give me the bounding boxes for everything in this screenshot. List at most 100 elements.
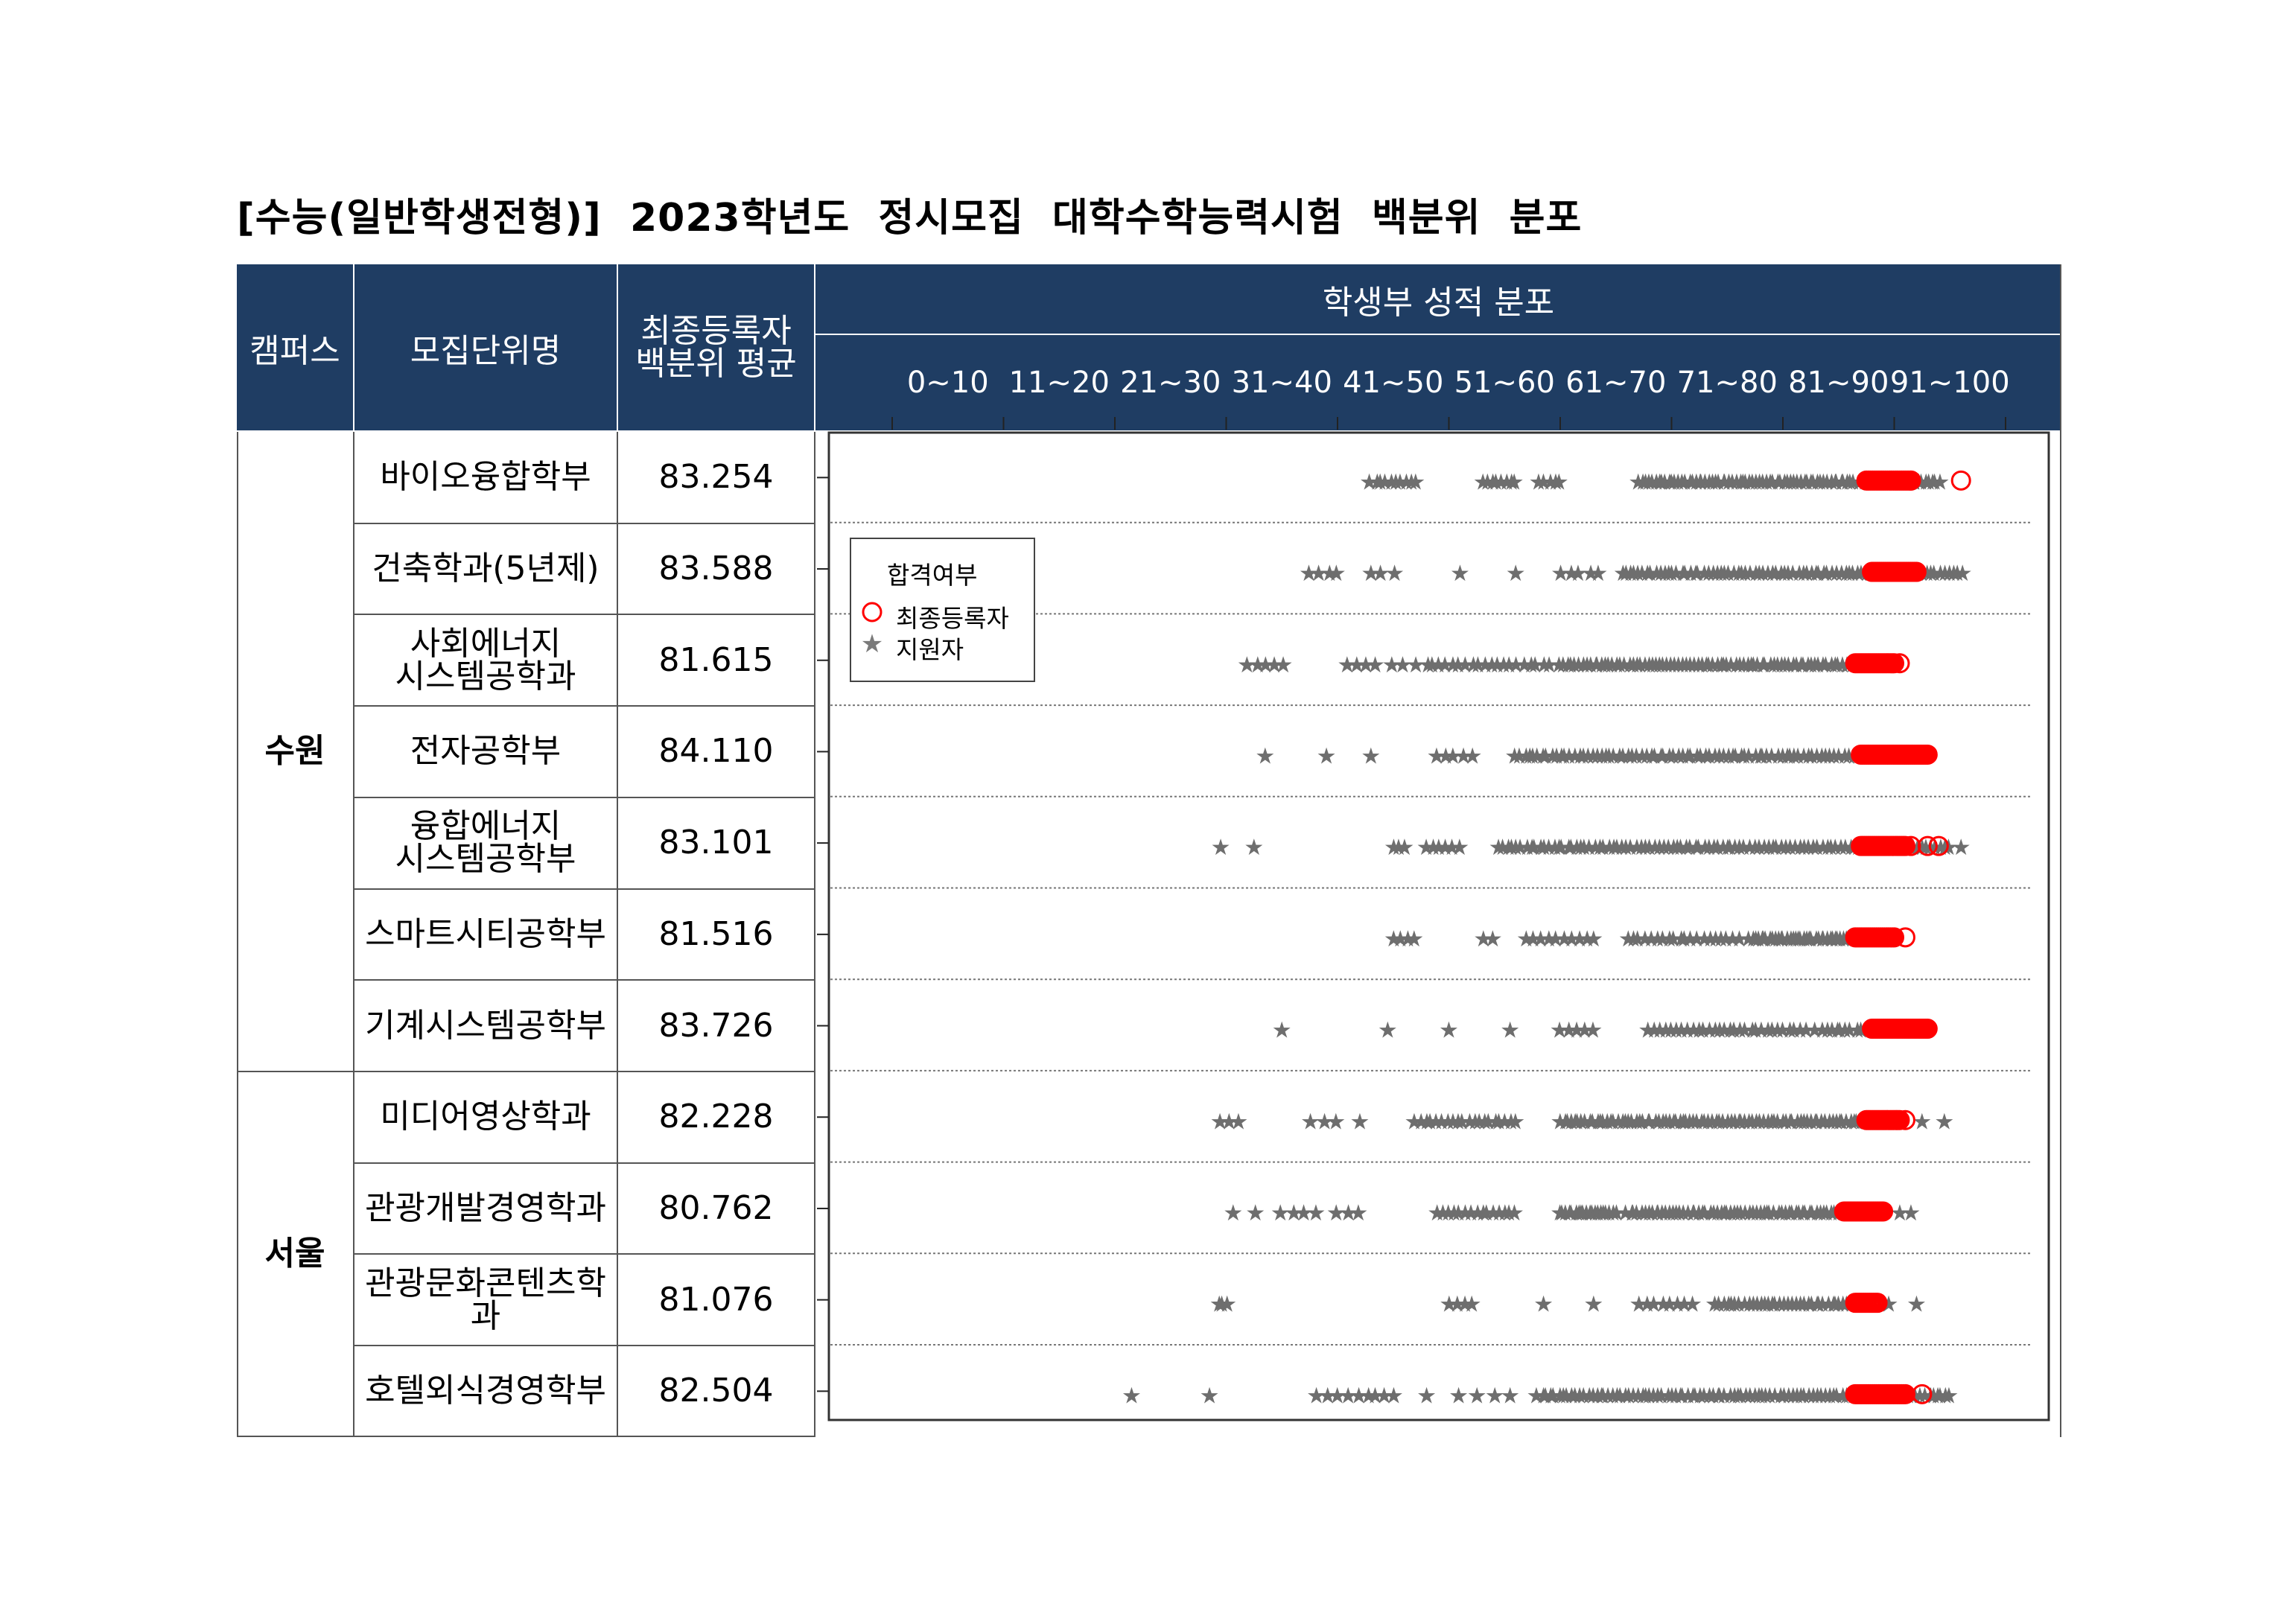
applicant-marker: ★ [1939,561,1959,587]
applicant-marker: ★ [1478,469,1498,495]
applicant-marker: ★ [1448,1383,1469,1409]
legend: 합격여부 최종등록자 ★ 지원자 [850,538,1035,682]
applicant-marker: ★ [1806,561,1826,587]
applicant-marker: ★ [1588,561,1608,587]
applicant-marker: ★ [1901,1200,1921,1226]
applicant-marker: ★ [1272,1018,1292,1044]
applicant-marker: ★ [1621,561,1641,587]
applicant-marker: ★ [1666,561,1686,587]
applicant-marker: ★ [1514,652,1534,678]
applicant-marker: ★ [1583,1292,1603,1318]
applicant-marker: ★ [1396,469,1416,495]
applicant-marker: ★ [1752,469,1772,495]
applicant-marker: ★ [1777,469,1797,495]
range-label: 21~30 [1120,366,1221,400]
applicant-marker: ★ [1655,469,1675,495]
applicant-marker: ★ [1646,652,1666,678]
applicant-marker: ★ [1672,469,1692,495]
applicant-marker: ★ [1482,652,1502,678]
applicant-marker: ★ [1609,652,1629,678]
applicant-marker: ★ [1822,561,1842,587]
range-label: 0~10 [906,366,989,400]
grid-line [354,1162,815,1164]
avg-header: 최종등록자 백분위 평균 [618,264,814,430]
applicant-marker: ★ [1769,469,1790,495]
applicant-marker: ★ [1630,652,1650,678]
applicant-marker: ★ [1924,561,1944,587]
grid-line [237,1435,815,1437]
applicant-marker: ★ [1661,652,1681,678]
applicant-marker: ★ [1499,652,1519,678]
unit-name-line: 관광개발경영학과 [365,1188,606,1227]
applicant-marker: ★ [1675,561,1695,587]
applicant-marker: ★ [1256,652,1276,678]
applicant-marker: ★ [1660,469,1680,495]
applicant-marker: ★ [1534,652,1554,678]
avg-cell: 82.504 [658,1372,774,1410]
applicant-marker: ★ [1558,652,1578,678]
applicant-marker: ★ [1953,561,1973,587]
applicant-marker: ★ [1491,469,1511,495]
registrant-legend-icon [862,602,883,622]
applicant-marker: ★ [1688,561,1708,587]
applicant-marker: ★ [1245,1200,1265,1226]
avg-cell: 82.228 [658,1098,774,1136]
applicant-marker: ★ [1487,652,1507,678]
applicant-marker: ★ [1587,652,1607,678]
applicant-marker: ★ [1768,469,1788,495]
applicant-marker: ★ [1614,652,1634,678]
applicant-marker: ★ [1653,652,1673,678]
applicant-marker: ★ [1731,561,1752,587]
applicant-marker: ★ [1791,469,1811,495]
applicant-marker: ★ [1714,561,1734,587]
avg-header-line1: 최종등록자 [640,311,792,350]
applicant-marker: ★ [1627,652,1647,678]
applicant-marker: ★ [1924,469,1944,495]
applicant-marker: ★ [1724,561,1744,587]
applicant-marker: ★ [1591,652,1612,678]
applicant-marker: ★ [1803,469,1823,495]
avg-header-line2: 백분위 평균 [635,344,797,383]
applicant-marker: ★ [1825,469,1845,495]
applicant-marker: ★ [1337,652,1357,678]
applicant-marker: ★ [1607,652,1627,678]
applicant-marker: ★ [1560,652,1580,678]
applicant-marker: ★ [1504,469,1524,495]
unit-name-line: 시스템공학부 [395,840,576,879]
applicant-marker: ★ [1577,652,1597,678]
applicant-marker: ★ [1525,652,1545,678]
applicant-marker: ★ [1839,561,1860,587]
grid-line [814,432,815,1437]
avg-cell: 81.615 [658,640,774,679]
unit-name-line: 미디어영상학과 [380,1098,591,1136]
applicant-marker: ★ [1714,469,1734,495]
applicant-marker: ★ [1703,561,1723,587]
applicant-marker: ★ [1356,652,1376,678]
applicant-marker: ★ [1642,469,1662,495]
applicant-marker: ★ [1580,652,1600,678]
applicant-marker: ★ [1647,561,1667,587]
applicant-marker: ★ [1837,561,1857,587]
applicant-marker: ★ [1680,469,1700,495]
applicant-marker: ★ [1746,561,1766,587]
applicant-marker: ★ [1816,561,1837,587]
unit-name-cell: 관광개발경영학과 [354,1163,617,1255]
grid-line [354,1253,815,1255]
unit-name-line: 바이오융합학부 [380,458,591,497]
applicant-marker: ★ [1681,561,1701,587]
applicant-marker: ★ [1394,835,1414,861]
applicant-marker: ★ [1699,469,1720,495]
applicant-marker: ★ [1722,469,1742,495]
applicant-marker: ★ [1740,561,1761,587]
legend-title: 합격여부 [887,561,978,590]
applicant-marker: ★ [1787,469,1807,495]
avg-cell: 83.588 [658,550,774,588]
unit-name-cell: 전자공학부 [354,706,617,797]
applicant-marker: ★ [1729,561,1749,587]
unit-header: 모집단위명 [354,264,617,430]
applicant-marker: ★ [1633,469,1653,495]
applicant-marker: ★ [1229,1109,1249,1135]
applicant-marker: ★ [1775,561,1795,587]
applicant-marker: ★ [1831,561,1851,587]
applicant-marker: ★ [1686,469,1706,495]
